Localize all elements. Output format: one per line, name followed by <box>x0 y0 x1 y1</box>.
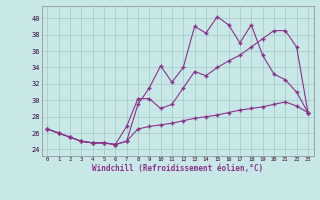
X-axis label: Windchill (Refroidissement éolien,°C): Windchill (Refroidissement éolien,°C) <box>92 164 263 173</box>
